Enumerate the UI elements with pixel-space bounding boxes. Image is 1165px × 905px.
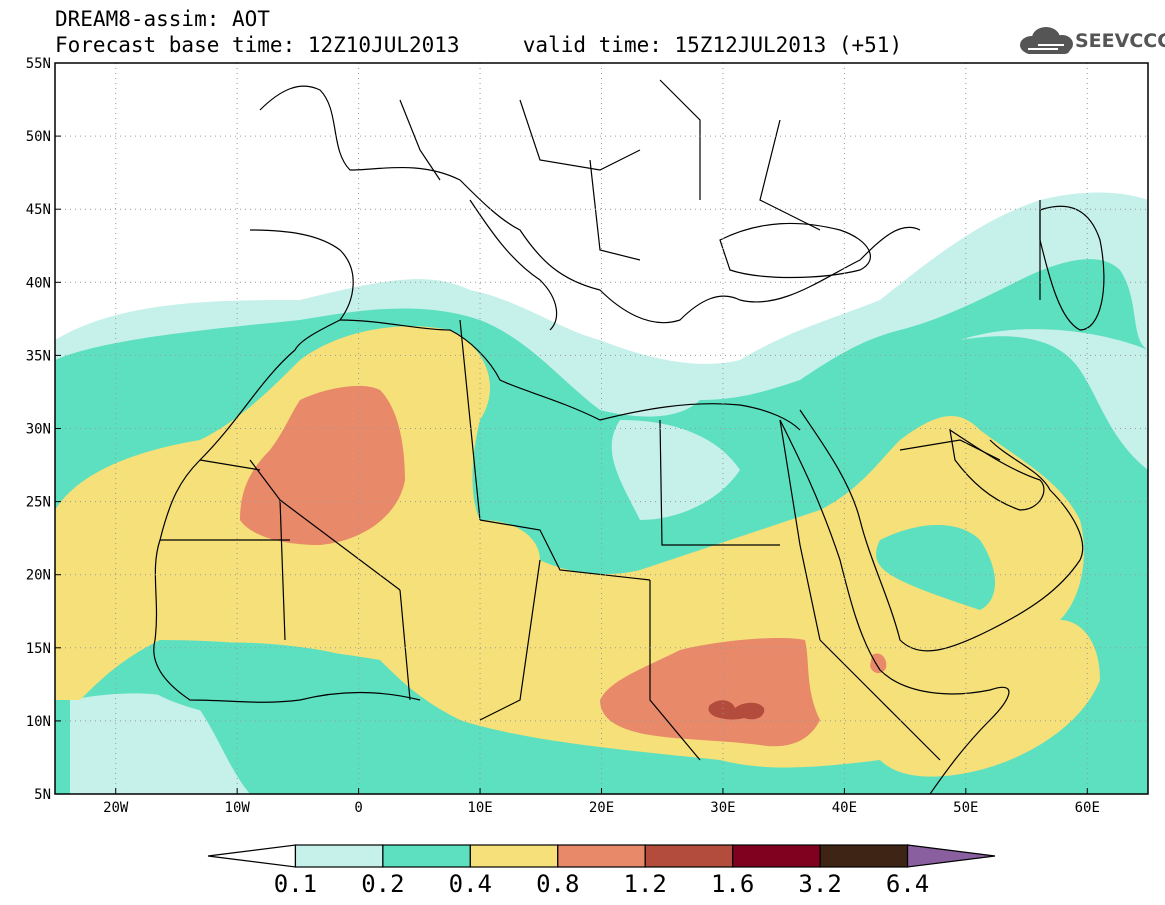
lat-tick-label: 25N — [26, 495, 51, 511]
aot-band-0.8 — [870, 653, 887, 674]
lat-tick-label: 30N — [26, 422, 51, 438]
lat-tick-label: 50N — [26, 129, 51, 145]
aot-band-0.2 — [876, 525, 995, 610]
aot-band-0.1 — [611, 420, 740, 520]
colorbar-label: 0.8 — [536, 870, 579, 898]
chart-subtitle: Forecast base time: 12Z10JUL2013 valid t… — [55, 33, 903, 57]
colorbar-swatch — [906, 844, 996, 868]
colorbar-swatch — [382, 844, 471, 868]
lon-tick-label: 20W — [103, 800, 129, 816]
colorbar-label: 0.1 — [274, 870, 317, 898]
colorbar: 0.1 0.2 0.4 0.8 1.2 1.6 3.2 6.4 — [207, 844, 996, 898]
aot-band-0.2 — [150, 642, 430, 737]
brand-logo-text: SEEVCCC — [1075, 30, 1165, 52]
lat-tick-label: 15N — [26, 641, 51, 657]
colorbar-label: 3.2 — [798, 870, 841, 898]
colorbar-swatch — [207, 844, 297, 868]
lon-tick-label: 50E — [953, 800, 978, 816]
colorbar-label: 1.2 — [624, 870, 667, 898]
coastlines — [153, 79, 1105, 794]
colorbar-swatch — [644, 844, 734, 868]
lon-tick-label: 10E — [467, 800, 492, 816]
lat-tick-label: 5N — [34, 787, 51, 803]
aot-band-0.1 — [70, 693, 250, 794]
lon-tick-label: 20E — [589, 800, 614, 816]
colorbar-swatch — [732, 844, 821, 868]
cloud-icon — [1020, 27, 1073, 54]
lat-tick-label: 55N — [26, 56, 51, 72]
grid-lines — [55, 63, 1148, 794]
chart-title: DREAM8-assim: AOT — [55, 7, 270, 31]
aot-band-1.2 — [708, 700, 765, 720]
lat-tick-label: 20N — [26, 568, 51, 584]
lat-tick-label: 35N — [26, 348, 51, 364]
colorbar-label: 1.6 — [711, 870, 754, 898]
lon-tick-label: 40E — [832, 800, 857, 816]
lat-tick-label: 45N — [26, 202, 51, 218]
colorbar-swatch — [469, 844, 559, 868]
aot-band-0.1 — [960, 329, 1148, 470]
lat-tick-label: 10N — [26, 714, 51, 730]
colorbar-swatch — [557, 844, 646, 868]
lon-tick-label: 30E — [710, 800, 735, 816]
lat-tick-label: 40N — [26, 275, 51, 291]
aot-band-0.8 — [600, 638, 820, 747]
colorbar-label: 0.4 — [449, 870, 492, 898]
lon-tick-label: 10W — [225, 800, 251, 816]
aot-band-0.8 — [240, 385, 405, 545]
colorbar-label: 6.4 — [886, 870, 929, 898]
lon-tick-label: 0 — [354, 800, 362, 816]
axis-ticks: 5N 10N 15N 20N 25N 30N 35N 40N 45N 50N 55N 20W 10W 0 1… — [26, 56, 1100, 816]
colorbar-swatch — [819, 844, 909, 868]
colorbar-label: 0.2 — [361, 870, 404, 898]
colorbar-swatch — [294, 844, 384, 868]
lon-tick-label: 60E — [1075, 800, 1100, 816]
